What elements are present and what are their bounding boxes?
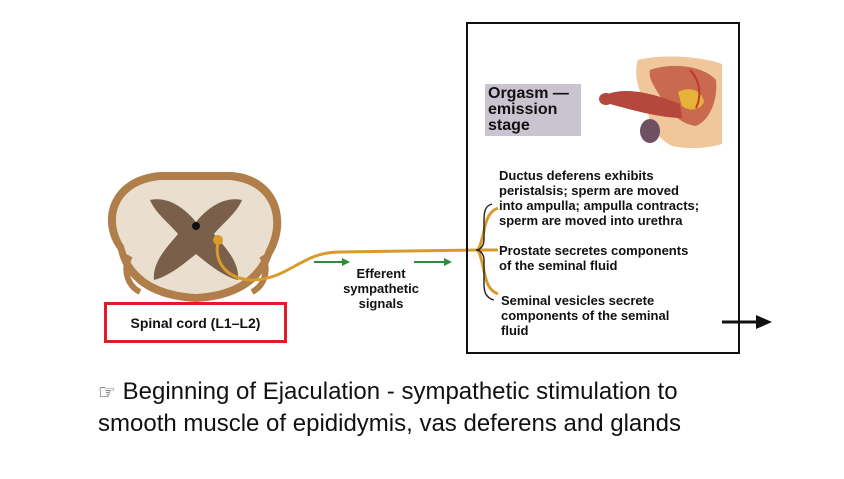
nerve-pathway [215, 206, 499, 296]
branch-bracket [475, 203, 495, 301]
slide-caption: ☞ Beginning of Ejaculation - sympathetic… [98, 376, 798, 439]
caption-line-1: Beginning of Ejaculation - sympathetic s… [122, 378, 678, 405]
male-reproductive-illustration [599, 56, 722, 149]
description-prostate: Prostate secretes components of the semi… [499, 243, 689, 273]
description-seminal-vesicles: Seminal vesicles secrete components of t… [501, 293, 670, 338]
emission-stage-panel [466, 22, 740, 354]
efferent-arrow-left [314, 258, 350, 266]
efferent-arrow-right [414, 258, 452, 266]
neuron-cell-body [213, 235, 223, 245]
output-arrow [722, 315, 772, 329]
caption-line-2: smooth muscle of epididymis, vas deferen… [98, 410, 681, 437]
pointing-hand-icon: ☞ [98, 380, 116, 404]
description-ductus-deferens: Ductus deferens exhibits peristalsis; sp… [499, 168, 700, 228]
spinal-cord-label: Spinal cord (L1–L2) [104, 302, 287, 343]
spinal-cord-illustration [107, 172, 282, 302]
stage-label: Orgasm — emission stage [485, 84, 581, 136]
efferent-signals-label: Efferent sympathetic signals [343, 266, 419, 311]
